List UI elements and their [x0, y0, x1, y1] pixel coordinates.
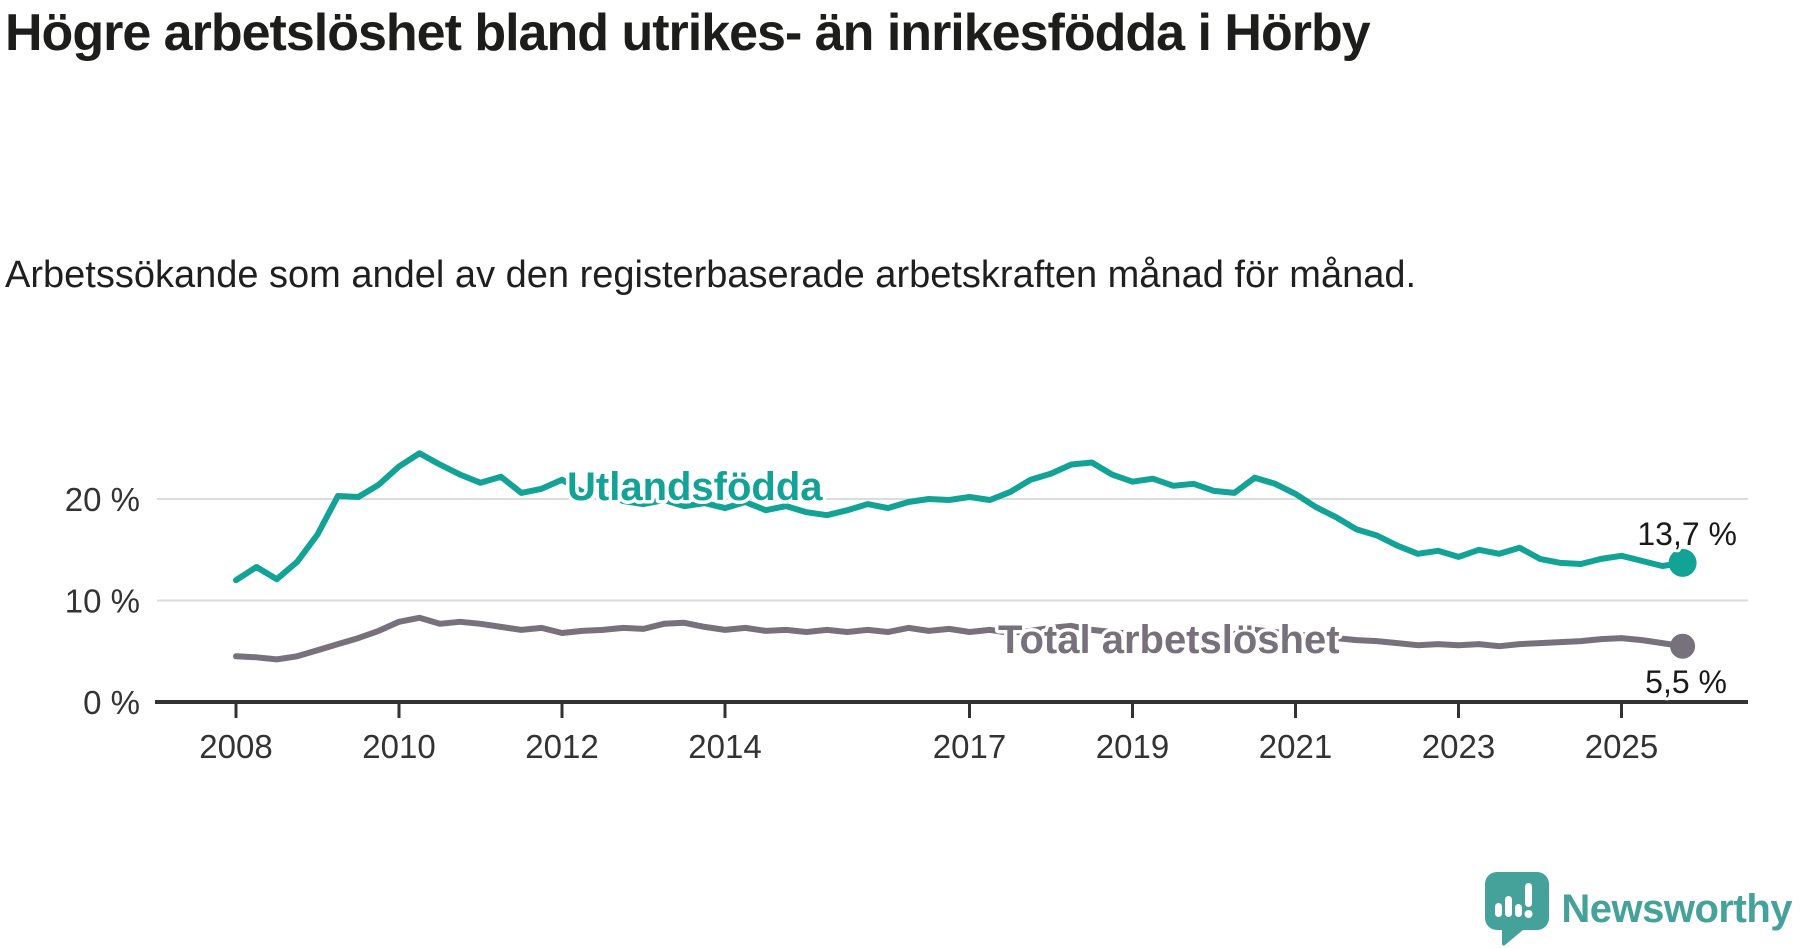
series-end-dots	[1668, 548, 1697, 659]
svg-text:2012: 2012	[525, 728, 598, 765]
axis-tick-marks	[234, 704, 1623, 718]
series-label-total-arbetsloshet: Total arbetslöshet	[998, 618, 1340, 662]
chart-subtitle: Arbetssökande som andel av den registerb…	[5, 254, 1417, 296]
speech-bubble-bar-chart-icon	[1485, 872, 1550, 946]
line-chart: 2008 2010 2012 2014 2017 2019 2021 2023 2025 0 %…	[65, 450, 1748, 765]
svg-text:2014: 2014	[688, 728, 761, 765]
series-lines	[233, 450, 1686, 663]
series-label-utlandsfodda: Utlandsfödda	[567, 465, 823, 509]
svg-text:2025: 2025	[1585, 728, 1658, 765]
svg-text:2021: 2021	[1259, 728, 1332, 765]
svg-text:2019: 2019	[1096, 728, 1169, 765]
end-value-label-utlandsfodda: 13,7 %	[1637, 516, 1737, 552]
svg-text:20 %: 20 %	[65, 481, 140, 518]
newsworthy-logo[interactable]: Newsworthy	[1485, 872, 1792, 946]
page-title: Högre arbetslöshet bland utrikes- än inr…	[5, 4, 1371, 62]
svg-text:10 %: 10 %	[65, 583, 140, 620]
x-axis-labels: 2008 2010 2012 2014 2017 2019 2021 2023 2025	[199, 728, 1658, 765]
svg-text:2017: 2017	[933, 728, 1006, 765]
svg-text:2023: 2023	[1422, 728, 1495, 765]
y-axis-labels: 0 % 10 % 20 %	[65, 481, 140, 721]
brand-name: Newsworthy	[1561, 886, 1792, 931]
svg-text:2010: 2010	[362, 728, 435, 765]
svg-text:2008: 2008	[199, 728, 272, 765]
end-value-label-total: 5,5 %	[1645, 664, 1727, 700]
svg-text:0 %: 0 %	[83, 684, 140, 721]
